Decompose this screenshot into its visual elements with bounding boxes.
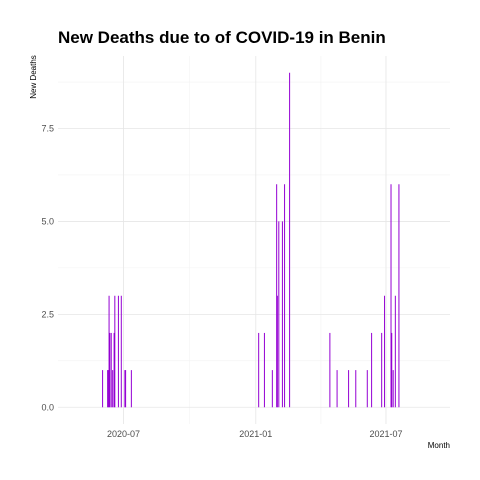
y-axis-label: New Deaths: [29, 55, 38, 99]
bars: [102, 72, 400, 408]
x-tick-label: 2020-07: [107, 429, 140, 439]
y-tick-label: 2.5: [41, 309, 54, 319]
y-tick-label: 5.0: [41, 216, 54, 226]
y-tick-label: 0.0: [41, 402, 54, 412]
y-tick-label: 7.5: [41, 123, 54, 133]
x-tick-label: 2021-01: [239, 429, 272, 439]
chart-title: New Deaths due to of COVID-19 in Benin: [58, 28, 386, 47]
x-axis-label: Month: [428, 441, 450, 450]
y-axis: 0.0 2.5 5.0 7.5: [41, 123, 54, 412]
x-axis: 2020-07 2021-01 2021-07: [107, 429, 403, 439]
grid: [58, 56, 450, 424]
x-tick-label: 2021-07: [369, 429, 402, 439]
